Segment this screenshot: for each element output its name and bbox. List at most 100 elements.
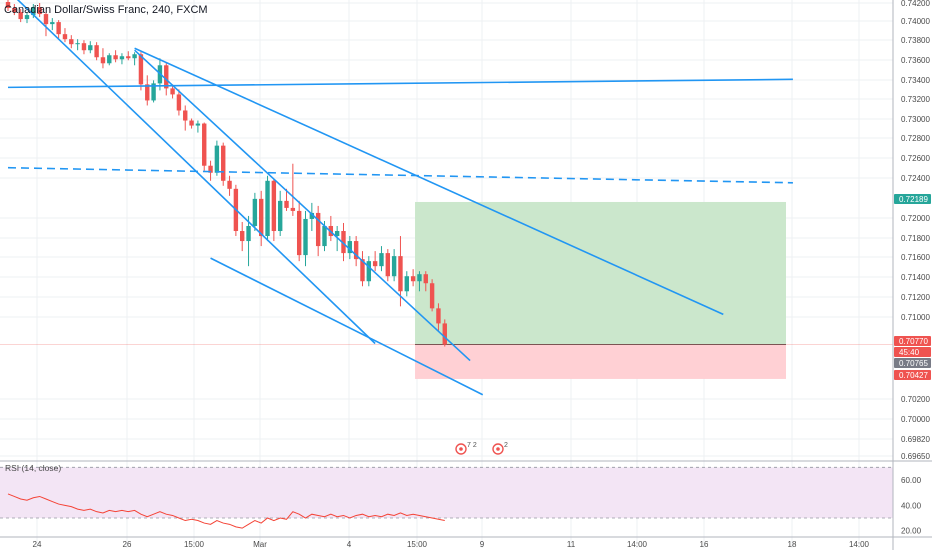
candle — [385, 249, 390, 282]
candle-body — [43, 14, 49, 25]
candle-body — [240, 231, 245, 242]
price-tick-label: 0.73000 — [901, 115, 930, 124]
trendline[interactable] — [14, 0, 376, 345]
candle-body — [227, 180, 232, 189]
trade-zones[interactable] — [0, 201, 893, 379]
event-badge[interactable]: 7 2 — [455, 442, 477, 455]
event-badge[interactable]: 2 — [492, 442, 508, 455]
price-tick-label: 0.70000 — [901, 415, 930, 424]
candle-body — [334, 231, 340, 237]
price-tick-label: 0.74200 — [901, 0, 930, 8]
trendline[interactable] — [7, 166, 793, 184]
event-badge-label: 2 — [504, 442, 508, 449]
candle — [290, 163, 296, 216]
candle — [176, 89, 182, 116]
candle-body — [88, 45, 93, 51]
rsi-band — [0, 467, 893, 518]
time-tick-label: 24 — [33, 540, 42, 549]
price-tick-label: 0.73600 — [901, 56, 930, 65]
candle-body — [309, 212, 315, 219]
trendline[interactable] — [134, 49, 471, 362]
candle — [391, 249, 397, 282]
candle — [436, 303, 441, 332]
price-tick-label: 0.71800 — [901, 234, 930, 243]
candle-body — [170, 88, 175, 95]
candle — [132, 52, 137, 66]
candle-body — [195, 123, 201, 126]
candle-body — [246, 225, 251, 242]
candle-body — [37, 7, 42, 15]
event-badge-icon[interactable] — [455, 443, 467, 455]
candle-body — [18, 12, 23, 20]
candle-body — [202, 123, 207, 166]
candle — [62, 28, 68, 43]
candle-body — [107, 55, 112, 64]
stop-zone[interactable] — [415, 344, 786, 379]
candle — [372, 251, 378, 272]
candle-body — [385, 253, 390, 277]
candle — [398, 236, 403, 307]
candle-body — [391, 256, 397, 277]
candle — [315, 205, 321, 257]
candle — [277, 190, 283, 237]
candle — [145, 75, 150, 106]
candle — [202, 122, 207, 171]
candle — [75, 39, 80, 51]
candle — [271, 178, 277, 242]
price-tag-bg — [894, 347, 931, 357]
candle-body — [113, 55, 118, 60]
candle — [183, 105, 188, 131]
time-tick-label: 16 — [700, 540, 709, 549]
candle-body — [379, 253, 384, 267]
candle-body — [366, 261, 372, 282]
candle-body — [119, 56, 125, 60]
candle-body — [176, 94, 182, 111]
event-badge-dot — [459, 447, 463, 451]
candle-body — [322, 225, 327, 247]
candle — [404, 271, 409, 297]
time-tick-label: 4 — [347, 540, 352, 549]
candle-body — [145, 84, 150, 101]
candle-body — [94, 45, 99, 58]
candle — [107, 53, 112, 66]
event-badge-label: 7 2 — [467, 442, 477, 449]
candle-body — [126, 56, 131, 59]
price-tick-label: 0.72400 — [901, 174, 930, 183]
candle-body — [62, 34, 68, 40]
candle-body — [271, 180, 277, 232]
rsi-pane: 60.00 40.00 20.00 — [0, 460, 932, 536]
candle-body — [290, 207, 296, 211]
price-tag-label: 0.70427 — [899, 371, 928, 380]
candle-body — [164, 65, 169, 89]
candle — [259, 190, 264, 247]
candle-body — [75, 43, 80, 45]
candle — [88, 41, 93, 54]
candle-body — [50, 22, 55, 25]
rsi-label: RSI (14, close) — [5, 463, 61, 473]
time-tick-label: Mar — [253, 540, 267, 549]
trendline[interactable] — [134, 47, 724, 316]
candle — [18, 9, 23, 23]
candle — [138, 52, 144, 91]
rsi-tick-label: 20.00 — [901, 527, 922, 536]
candle-body — [423, 274, 428, 284]
candle-body — [347, 241, 353, 254]
candle-body — [417, 274, 422, 282]
candle — [328, 215, 334, 242]
candle — [221, 142, 226, 186]
event-badge-icon[interactable] — [492, 443, 504, 455]
candle-body — [315, 212, 321, 247]
candle — [246, 215, 251, 267]
trendline[interactable] — [7, 78, 793, 89]
time-tick-label: 18 — [788, 540, 797, 549]
candle — [240, 221, 245, 252]
candle-body — [69, 39, 74, 45]
trendline[interactable] — [210, 257, 484, 396]
candle — [24, 12, 30, 24]
price-tick-label: 0.71200 — [901, 293, 930, 302]
candle-body — [296, 210, 302, 256]
candle — [195, 120, 201, 133]
candle-body — [12, 8, 17, 13]
target-zone[interactable] — [415, 201, 786, 345]
trendlines-group[interactable] — [7, 0, 793, 396]
